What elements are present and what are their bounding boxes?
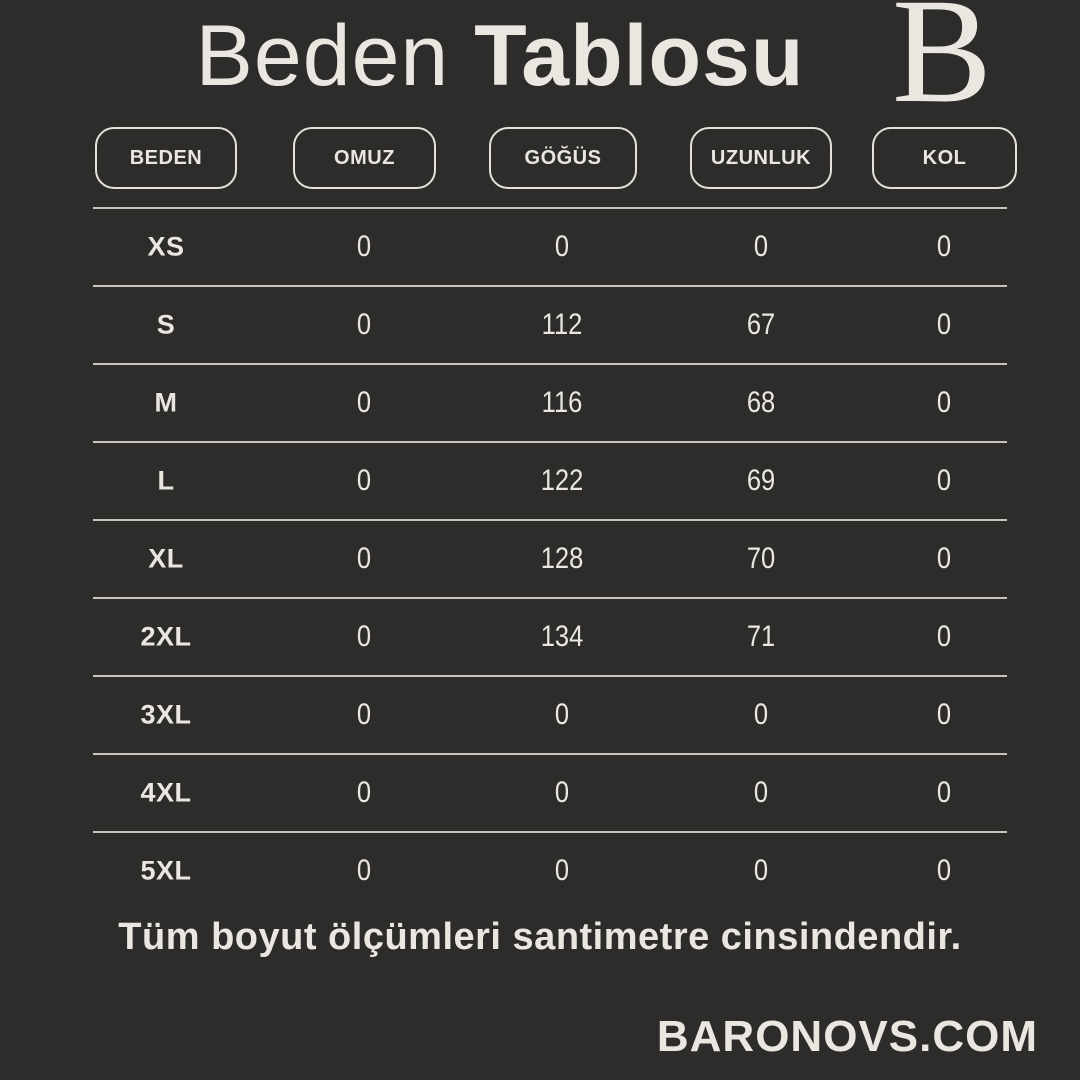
table-row-xs: XS 0 0 0 0 bbox=[93, 207, 1007, 285]
website-url: BARONOVS.COM bbox=[656, 1012, 1038, 1061]
size-table: XS 0 0 0 0 S 0 112 67 0 M 0 116 68 0 L 0… bbox=[93, 207, 1007, 909]
size-label: S bbox=[156, 309, 176, 340]
column-header-omuz: OMUZ bbox=[293, 127, 436, 189]
table-row-l: L 0 122 69 0 bbox=[93, 441, 1007, 519]
kol-value: 0 bbox=[936, 854, 952, 887]
gogus-value: 0 bbox=[554, 230, 570, 263]
gogus-value: 112 bbox=[541, 308, 583, 341]
kol-value: 0 bbox=[936, 776, 952, 809]
column-header-kol: KOL bbox=[872, 127, 1017, 189]
table-row-m: M 0 116 68 0 bbox=[93, 363, 1007, 441]
table-row-xl: XL 0 128 70 0 bbox=[93, 519, 1007, 597]
kol-value: 0 bbox=[936, 464, 952, 497]
uzunluk-value: 67 bbox=[746, 308, 776, 341]
omuz-value: 0 bbox=[356, 620, 372, 653]
size-label: L bbox=[157, 465, 175, 496]
uzunluk-value: 0 bbox=[753, 698, 769, 731]
table-row-5xl: 5XL 0 0 0 0 bbox=[93, 831, 1007, 909]
kol-value: 0 bbox=[936, 542, 952, 575]
omuz-value: 0 bbox=[356, 854, 372, 887]
kol-value: 0 bbox=[936, 308, 952, 341]
omuz-value: 0 bbox=[356, 776, 372, 809]
table-row-3xl: 3XL 0 0 0 0 bbox=[93, 675, 1007, 753]
size-label: 5XL bbox=[140, 855, 192, 886]
omuz-value: 0 bbox=[356, 386, 372, 419]
uzunluk-value: 0 bbox=[753, 230, 769, 263]
uzunluk-value: 71 bbox=[746, 620, 776, 653]
brand-letter-logo: B bbox=[891, 0, 992, 134]
kol-value: 0 bbox=[936, 698, 952, 731]
size-label: 4XL bbox=[140, 777, 192, 808]
table-row-2xl: 2XL 0 134 71 0 bbox=[93, 597, 1007, 675]
omuz-value: 0 bbox=[356, 698, 372, 731]
gogus-value: 0 bbox=[554, 854, 570, 887]
omuz-value: 0 bbox=[356, 308, 372, 341]
size-label: XS bbox=[147, 231, 185, 262]
table-row-s: S 0 112 67 0 bbox=[93, 285, 1007, 363]
omuz-value: 0 bbox=[356, 542, 372, 575]
gogus-value: 0 bbox=[554, 776, 570, 809]
uzunluk-value: 0 bbox=[753, 854, 769, 887]
uzunluk-value: 68 bbox=[746, 386, 776, 419]
omuz-value: 0 bbox=[356, 230, 372, 263]
column-header-uzunluk: UZUNLUK bbox=[690, 127, 832, 189]
page-title: Beden Tablosu bbox=[0, 0, 1000, 110]
table-header-row: BEDEN OMUZ GÖĞÜS UZUNLUK KOL bbox=[0, 127, 1080, 193]
column-header-beden: BEDEN bbox=[95, 127, 237, 189]
gogus-value: 122 bbox=[540, 464, 584, 497]
gogus-value: 116 bbox=[541, 386, 583, 419]
size-label: XL bbox=[148, 543, 184, 574]
uzunluk-value: 70 bbox=[746, 542, 776, 575]
kol-value: 0 bbox=[936, 230, 952, 263]
gogus-value: 128 bbox=[540, 542, 584, 575]
kol-value: 0 bbox=[936, 386, 952, 419]
uzunluk-value: 0 bbox=[753, 776, 769, 809]
gogus-value: 0 bbox=[554, 698, 570, 731]
table-row-4xl: 4XL 0 0 0 0 bbox=[93, 753, 1007, 831]
size-label: 2XL bbox=[140, 621, 192, 652]
uzunluk-value: 69 bbox=[746, 464, 776, 497]
gogus-value: 134 bbox=[540, 620, 584, 653]
column-header-gogus: GÖĞÜS bbox=[489, 127, 637, 189]
measurement-unit-note: Tüm boyut ölçümleri santimetre cinsinden… bbox=[118, 916, 962, 958]
page-title-light: Beden bbox=[195, 8, 450, 104]
omuz-value: 0 bbox=[356, 464, 372, 497]
kol-value: 0 bbox=[936, 620, 952, 653]
size-label: M bbox=[154, 387, 178, 418]
page-title-bold: Tablosu bbox=[474, 8, 805, 104]
size-label: 3XL bbox=[140, 699, 192, 730]
